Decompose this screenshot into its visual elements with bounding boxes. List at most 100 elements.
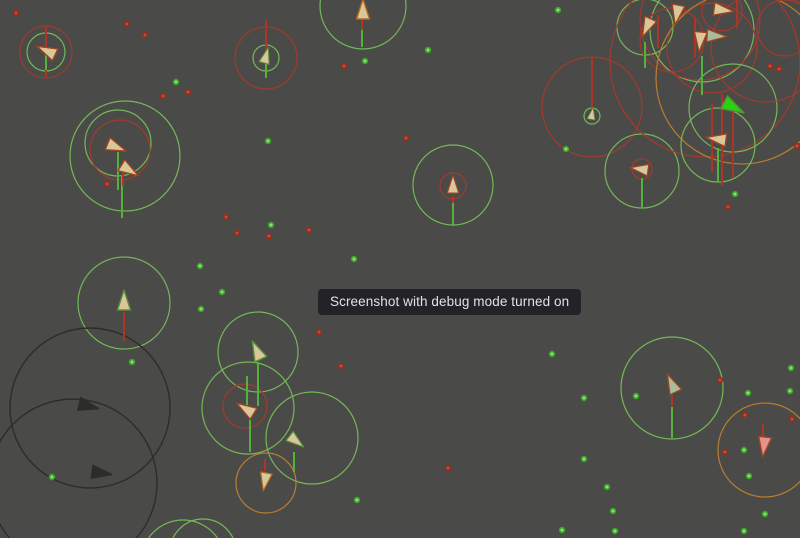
red-dot-core (723, 450, 727, 454)
green-dot-core (130, 360, 134, 364)
red-dot-core (267, 234, 271, 238)
perception-radius-circle (19, 25, 73, 79)
debug-tooltip: Screenshot with debug mode turned on (318, 289, 582, 315)
green-dot-core (198, 264, 202, 268)
green-dot-core (352, 257, 356, 261)
agent-arrow (629, 163, 650, 177)
agent-arrow (116, 289, 132, 311)
agent-arrow (355, 0, 371, 20)
green-dot-core (550, 352, 554, 356)
agent-arrow (705, 133, 728, 148)
green-dot-core (355, 498, 359, 502)
agent-arrow (712, 1, 735, 16)
agent-arrow (720, 95, 745, 114)
perception-radius-circle (201, 361, 295, 455)
perception-radius-circle (666, 2, 758, 94)
green-dot-core (733, 192, 737, 196)
red-dot-core (743, 413, 747, 417)
red-dot-core (790, 417, 794, 421)
perception-radius-circle (639, 0, 761, 81)
perception-radius-circle (655, 0, 800, 165)
green-dot-core (605, 485, 609, 489)
green-dot-core (582, 396, 586, 400)
green-dot-core (747, 474, 751, 478)
perception-radius-circle (620, 336, 724, 440)
perception-radius-circle (69, 100, 181, 212)
predator-radius-circle (9, 327, 171, 489)
red-dot-core (446, 466, 450, 470)
red-dot-core (768, 64, 772, 68)
green-dot-core (220, 290, 224, 294)
green-dot-core (426, 48, 430, 52)
green-dot-core (789, 366, 793, 370)
agent-arrow (117, 159, 140, 177)
red-dot-core (777, 67, 781, 71)
perception-radius-circle (77, 256, 171, 350)
red-dot-core (14, 11, 18, 15)
agent-arrow (666, 373, 683, 396)
perception-radius-circle (701, 0, 743, 32)
perception-radius-circle (609, 0, 800, 158)
red-dot-core (186, 90, 190, 94)
perception-radius-circle (265, 391, 359, 485)
green-dot-core (582, 457, 586, 461)
red-dot-core (317, 330, 321, 334)
red-dot-core (307, 228, 311, 232)
green-dot-core (363, 59, 367, 63)
agent-arrow (258, 46, 270, 65)
green-dot-core (742, 448, 746, 452)
green-dot-core (634, 394, 638, 398)
agent-arrow (235, 402, 258, 420)
agent-arrow (671, 3, 686, 26)
agent-arrow (586, 107, 596, 121)
agent-arrow (251, 340, 268, 363)
green-dot-core (746, 391, 750, 395)
perception-radius-circle (147, 519, 219, 538)
green-dot-core (613, 529, 617, 533)
red-dot-core (161, 94, 165, 98)
red-dot-core (224, 215, 228, 219)
predator-radius-circle (0, 398, 158, 538)
agent-arrow (757, 435, 773, 458)
red-dot-core (105, 182, 109, 186)
green-dot-core (560, 528, 564, 532)
red-dot-core (404, 136, 408, 140)
agent-arrow (641, 15, 658, 38)
red-dot-core (795, 144, 799, 148)
red-dot-core (339, 364, 343, 368)
green-dot-core (763, 512, 767, 516)
agent-arrow (285, 430, 305, 448)
agent-arrow (260, 471, 273, 492)
perception-radius-circle (89, 119, 151, 181)
red-dot-core (726, 205, 730, 209)
green-dot-core (556, 8, 560, 12)
green-dot-core (199, 307, 203, 311)
agent-arrow (446, 174, 460, 194)
perception-radius-circle (710, 0, 800, 103)
predator-arrow (90, 464, 113, 479)
perception-radius-circle (541, 56, 643, 158)
red-dot-core (342, 64, 346, 68)
green-dot-core (788, 389, 792, 393)
agent-arrow (693, 30, 708, 53)
perception-radius-circle (756, 0, 800, 57)
green-dot-core (564, 147, 568, 151)
agent-arrow (104, 136, 127, 152)
red-dot-core (143, 33, 147, 37)
predator-arrow (76, 396, 100, 411)
green-dot-core (174, 80, 178, 84)
perception-radius-circle (319, 0, 407, 50)
green-dot-core (269, 223, 273, 227)
green-dot-core (266, 139, 270, 143)
red-dot-core (235, 231, 239, 235)
perception-radius-circle (172, 518, 234, 538)
red-dot-core (125, 22, 129, 26)
agent-arrow (705, 28, 728, 43)
perception-radius-circle (235, 452, 297, 514)
perception-radius-circle (222, 383, 268, 429)
red-dot-core (718, 378, 722, 382)
agent-arrow (36, 45, 59, 62)
green-dot-core (50, 475, 54, 479)
